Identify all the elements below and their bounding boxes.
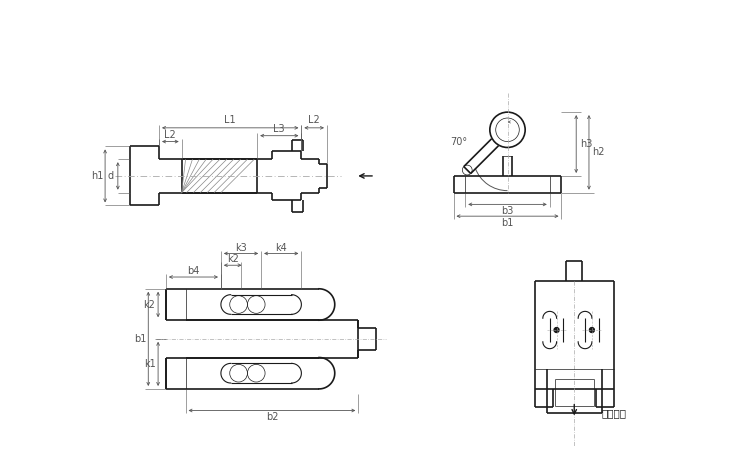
Circle shape bbox=[590, 328, 594, 333]
Text: d: d bbox=[108, 171, 114, 181]
Text: L2: L2 bbox=[308, 115, 320, 125]
Text: k3: k3 bbox=[236, 243, 247, 252]
Text: L1: L1 bbox=[224, 115, 236, 125]
Text: k1: k1 bbox=[144, 359, 156, 369]
Text: h1: h1 bbox=[91, 171, 104, 181]
Text: L2: L2 bbox=[164, 130, 176, 140]
Text: 70°: 70° bbox=[450, 136, 467, 147]
Text: h3: h3 bbox=[580, 139, 592, 149]
Text: L3: L3 bbox=[274, 124, 285, 134]
Text: b3: b3 bbox=[501, 206, 514, 216]
Text: b4: b4 bbox=[188, 266, 200, 276]
Text: b2: b2 bbox=[266, 412, 278, 423]
Circle shape bbox=[554, 328, 559, 333]
Text: k2: k2 bbox=[226, 254, 238, 264]
Text: b1: b1 bbox=[134, 334, 146, 344]
Text: b1: b1 bbox=[501, 218, 514, 228]
Text: k2: k2 bbox=[143, 300, 155, 310]
Text: h2: h2 bbox=[592, 147, 605, 158]
Text: ロック付: ロック付 bbox=[602, 409, 627, 419]
Text: k4: k4 bbox=[275, 243, 287, 252]
